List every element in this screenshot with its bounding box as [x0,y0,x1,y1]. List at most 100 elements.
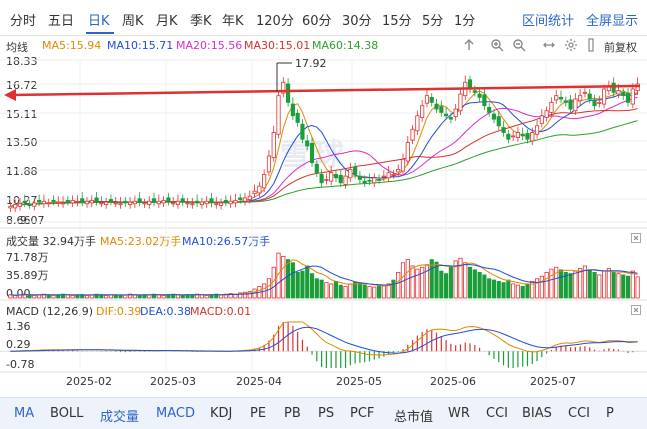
candle-body-128 [621,91,626,97]
active-tab-underline [86,32,114,34]
volume-bar-114 [554,266,559,299]
indicator-market-cap[interactable]: 总市值 [394,410,434,425]
close-volume-icon[interactable] [631,233,641,243]
volume-bar-123 [597,274,602,299]
candle-body-119 [578,95,583,102]
indicator-cci[interactable]: CCI [486,406,508,421]
volume-bar-127 [616,273,621,299]
indicator-p[interactable]: P [606,406,614,421]
volume-bar-116 [563,271,568,299]
volume-bar-18 [94,293,99,299]
tab-1min[interactable]: 1分 [454,14,476,29]
candle-body-24 [123,200,128,204]
volume-bar-95 [463,262,468,299]
indicator-cci-2[interactable]: CCI [568,406,590,421]
indicator-pb[interactable]: PB [284,406,301,421]
volume-bar-23 [118,295,123,299]
tab-120min[interactable]: 120分 [256,14,294,29]
volume-legend-label: 成交量 32.94万手 [6,235,96,248]
volume-bar-49 [242,291,248,299]
ruler-icon[interactable] [584,38,598,52]
tab-daily-k[interactable]: 日K [88,14,110,29]
candle-body-123 [597,101,602,104]
volume-bar-48 [238,292,243,299]
expand-icon[interactable] [542,38,556,52]
candle-body-99 [482,94,487,107]
tab-five-day[interactable]: 五日 [48,14,75,29]
indicator-volume[interactable]: 成交量 [100,410,140,425]
arrow-up-icon[interactable] [462,38,476,52]
tab-monthly-k[interactable]: 月K [156,14,178,29]
candle-body-73 [357,175,362,180]
volume-bar-46 [228,293,233,299]
candle-body-66 [324,179,329,181]
indicator-boll[interactable]: BOLL [50,406,84,421]
volume-bar-126 [611,271,616,299]
candle-body-67 [329,172,334,182]
adjust-mode-label[interactable]: 前复权 [604,41,637,54]
candle-body-16 [84,200,90,205]
ma60-line [10,120,638,207]
indicator-ps[interactable]: PS [318,406,335,421]
indicator-bar: MA BOLL 成交量 MACD KDJ PE PB PS PCF 总市值 WR… [0,397,647,429]
price-tick-6: 8.66 [6,214,31,227]
tab-fenshi[interactable]: 分时 [10,14,37,29]
volume-bar-73 [357,282,362,299]
volume-bar-124 [602,270,607,299]
volume-bar-105 [511,283,516,299]
ma10-legend: MA10:15.71 [107,39,174,52]
tab-5min[interactable]: 5分 [422,14,444,29]
indicator-ma[interactable]: MA [14,406,35,421]
kline-chart[interactable]: 17.92 [0,0,647,397]
candle-body-32 [161,199,166,204]
indicator-macd[interactable]: MACD [156,406,195,421]
volume-bar-102 [496,280,501,299]
candle-body-41 [204,200,209,205]
volume-bar-111 [539,275,544,299]
settings-icon[interactable] [564,38,578,52]
tab-yearly-k[interactable]: 年K [222,14,244,29]
volume-ma10-line [10,264,638,296]
indicator-pcf[interactable]: PCF [350,406,375,421]
tab-30min[interactable]: 30分 [342,14,372,29]
candle-body-48 [238,197,243,200]
volume-bar-85 [415,268,420,299]
candle-body-45 [223,199,228,203]
zoom-in-icon[interactable] [490,38,504,52]
volume-bar-112 [544,271,549,299]
candle-body-27 [137,198,142,203]
volume-bar-131 [635,276,640,299]
indicator-bias[interactable]: BIAS [522,406,552,421]
candle-body-25 [128,201,133,205]
close-macd-icon[interactable] [631,305,641,315]
tab-quarterly-k[interactable]: 季K [190,14,212,29]
volume-bar-59 [290,262,295,299]
candle-body-115 [558,96,564,100]
candle-body-85 [415,115,420,132]
tab-15min[interactable]: 15分 [382,14,412,29]
candlestick-series [8,75,640,213]
indicator-wr[interactable]: WR [448,406,470,421]
fullscreen-link[interactable]: 全屏显示 [586,14,639,29]
volume-ma10-legend: MA10:26.57万手 [182,235,271,248]
volume-bar-54 [266,278,272,299]
range-stats-link[interactable]: 区间统计 [522,14,575,29]
volume-bar-90 [439,270,444,299]
indicator-pe[interactable]: PE [250,406,267,421]
price-tick-4: 11.88 [6,165,38,178]
volume-bar-16 [84,295,90,299]
volume-bar-107 [520,286,525,299]
indicator-kdj[interactable]: KDJ [210,406,233,421]
candle-body-120 [582,91,588,94]
candle-body-9 [51,199,56,202]
candle-body-116 [563,100,568,103]
tab-60min[interactable]: 60分 [302,14,332,29]
candle-body-14 [75,200,80,203]
candle-body-87 [424,95,430,104]
candle-body-122 [592,100,597,107]
price-tick-extra: 9.07 [20,214,45,227]
tab-weekly-k[interactable]: 周K [122,14,144,29]
volume-bar-3 [22,293,27,299]
candle-body-94 [458,93,463,112]
zoom-out-icon[interactable] [512,38,526,52]
